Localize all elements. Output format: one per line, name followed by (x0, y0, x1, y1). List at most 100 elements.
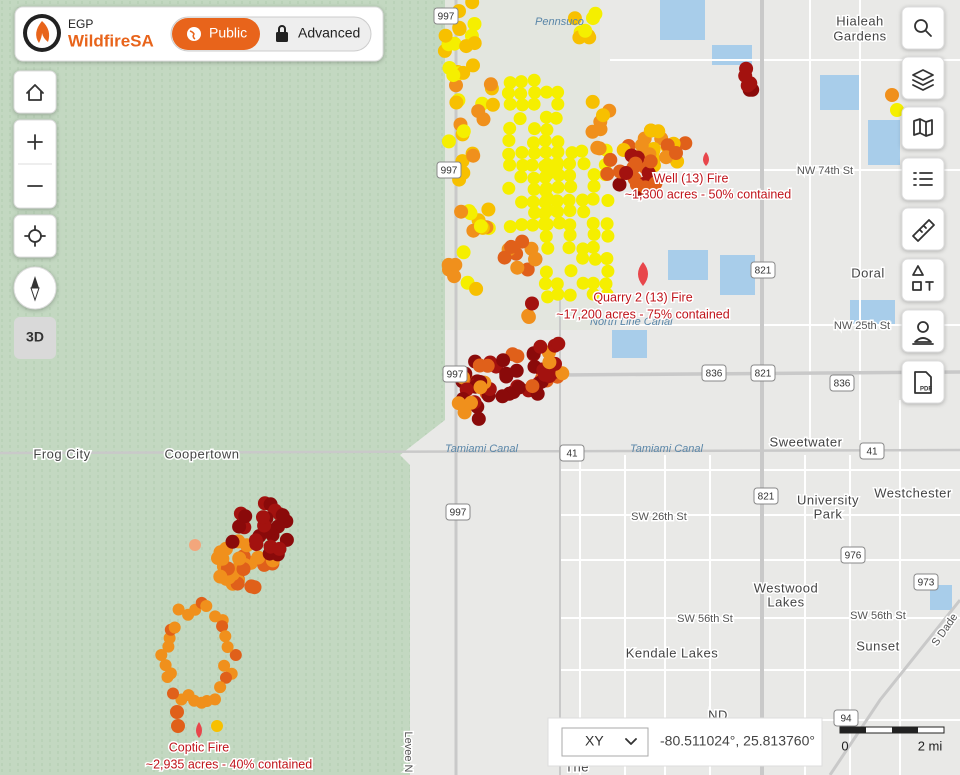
hotspot (469, 281, 484, 296)
hotspot (464, 395, 478, 410)
hotspot (527, 136, 540, 150)
hotspot (497, 250, 512, 265)
hotspot (465, 0, 480, 10)
hotspot (550, 194, 564, 208)
hotspot (167, 687, 179, 700)
hotspot (601, 194, 615, 207)
hotspot (890, 103, 904, 117)
hotspot (586, 287, 600, 301)
hotspot (438, 28, 453, 43)
hotspot (451, 396, 466, 411)
hotspot (599, 277, 613, 291)
hotspot (540, 157, 554, 171)
pdf-button[interactable]: PDF (901, 360, 945, 404)
hotspot (503, 158, 517, 172)
hotspot (232, 551, 247, 566)
hotspot (552, 168, 566, 182)
zoom-in[interactable] (27, 134, 43, 150)
hotspot (587, 168, 601, 182)
bookmark-button[interactable] (901, 309, 945, 353)
hotspot (214, 681, 227, 694)
shield-label: 821 (755, 369, 772, 380)
shield-label: 41 (866, 447, 878, 458)
hotspot (513, 112, 527, 126)
shield-label: 836 (706, 369, 723, 380)
shield-box (445, 503, 471, 521)
place-label: University (797, 492, 859, 507)
hotspot (629, 177, 644, 192)
hotspot (514, 75, 528, 89)
legend-button[interactable] (901, 157, 945, 201)
hotspot (473, 219, 488, 234)
public-toggle[interactable]: Public (172, 18, 260, 50)
hotspot (539, 229, 553, 243)
hotspot (528, 146, 541, 160)
hotspot (539, 110, 553, 124)
shield-label: 997 (441, 166, 458, 177)
hotspot (612, 177, 627, 192)
hotspot (541, 241, 555, 255)
hotspot (159, 659, 172, 672)
hotspot (540, 85, 554, 99)
hotspot (496, 353, 511, 368)
view-3d-button[interactable]: 3D (14, 317, 56, 359)
place-label: Gardens (833, 28, 886, 43)
layers-button[interactable] (901, 56, 945, 100)
search-button[interactable] (901, 6, 945, 50)
place-label: Westwood (754, 580, 818, 595)
shield-box (833, 709, 859, 727)
hotspot (447, 269, 462, 284)
water-label: Pennsuco (535, 16, 584, 28)
hotspot (539, 265, 553, 279)
locate-button[interactable] (13, 214, 57, 258)
hotspot (448, 257, 463, 272)
fire-name: Quarry 2 (13) Fire (593, 290, 692, 304)
coordinate-system-select[interactable]: XY (561, 727, 649, 757)
hotspot (515, 195, 529, 209)
basemap-button[interactable] (901, 106, 945, 150)
hotspot (619, 166, 634, 180)
hotspot (503, 97, 517, 111)
fire-icon (638, 262, 648, 286)
hotspot (551, 287, 565, 301)
hotspot (562, 241, 576, 255)
hotspot (550, 205, 564, 219)
shield-box (859, 442, 885, 460)
place-label: Frog City (33, 446, 90, 461)
hotspot (466, 58, 480, 73)
hotspot (540, 217, 554, 231)
hotspot (576, 242, 590, 256)
hotspot (562, 193, 576, 207)
place-label: Doral (851, 265, 885, 280)
home-button[interactable] (13, 70, 57, 114)
measure-button[interactable] (901, 207, 945, 251)
hotspot (651, 124, 666, 139)
hotspot (528, 206, 542, 220)
hotspot (471, 411, 486, 426)
view-3d-label: 3D (26, 329, 44, 345)
draw-button[interactable] (901, 258, 945, 302)
hotspot (219, 630, 232, 643)
place-label: Sweetwater (770, 434, 843, 449)
street-label: SW 56th St (850, 610, 906, 622)
street-labels: NW 74th St NW 25th St SW 26th St SW 56th… (401, 163, 960, 774)
hotspot (596, 108, 610, 123)
fire-icon (703, 152, 709, 166)
hotspot (564, 180, 578, 194)
hotspot (585, 94, 600, 109)
advanced-label: Advanced (298, 25, 360, 41)
advanced-toggle[interactable]: Advanced (276, 25, 360, 42)
hotspot (456, 124, 471, 139)
hotspot (578, 23, 593, 38)
hotspot (515, 234, 530, 249)
hotspot (563, 218, 577, 232)
road-shield: 973 (913, 573, 939, 591)
hotspot (236, 562, 251, 577)
hotspot (442, 61, 457, 75)
road-shield: 41 (559, 444, 585, 462)
compass-button[interactable] (13, 266, 57, 310)
hotspot (216, 620, 229, 633)
hotspot (520, 262, 535, 277)
shield-box (750, 261, 776, 279)
